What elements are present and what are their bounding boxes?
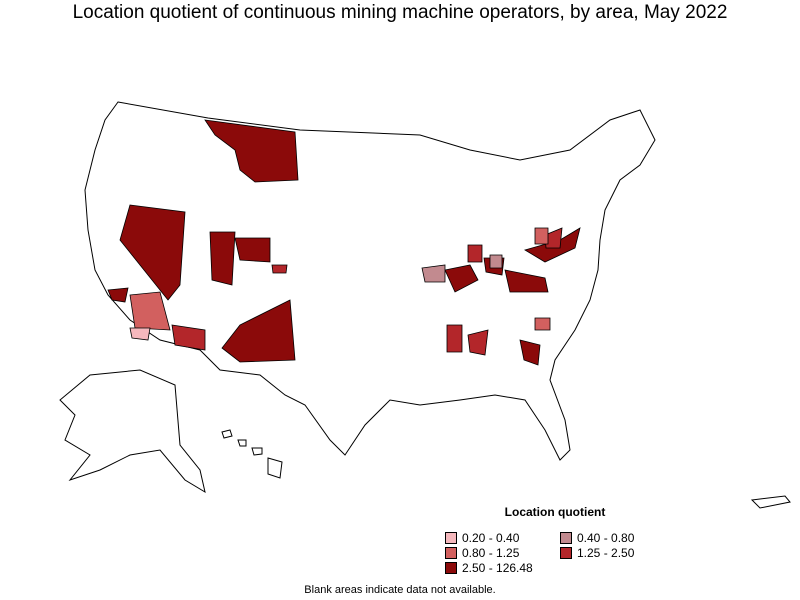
- area-illinois-kentucky: [444, 264, 479, 293]
- area-arizona-south: [171, 324, 206, 351]
- area-alabama: [467, 329, 489, 356]
- area-nevada: [119, 204, 186, 301]
- alaska-outline: [59, 369, 206, 494]
- legend-swatch: [560, 547, 572, 559]
- legend-label: 0.20 - 0.40: [462, 531, 520, 545]
- area-ohio-east: [534, 227, 549, 245]
- map-title: Location quotient of continuous mining m…: [72, 2, 728, 23]
- area-kentucky-north: [489, 254, 503, 269]
- legend-label: 1.25 - 2.50: [577, 546, 635, 560]
- areas-0-40-to-0-80: [421, 254, 503, 283]
- area-arizona-west: [129, 291, 171, 331]
- area-colorado-south: [271, 264, 288, 274]
- area-north-carolina: [534, 317, 551, 331]
- area-mississippi: [446, 324, 463, 353]
- area-missouri-east: [421, 264, 446, 283]
- legend-item-2-50-126-48: 2.50 - 126.48: [445, 561, 533, 575]
- area-utah-east: [209, 231, 236, 286]
- legend-label: 2.50 - 126.48: [462, 561, 533, 575]
- legend-swatch: [560, 532, 572, 544]
- area-montana: [204, 119, 299, 183]
- legend-swatch: [445, 532, 457, 544]
- legend-label: 0.40 - 0.80: [577, 531, 635, 545]
- area-new-mexico: [221, 299, 296, 363]
- areas-0-80-to-1-25: [129, 227, 551, 331]
- areas-0-20-to-0-40: [129, 327, 151, 341]
- legend-item-1-25-2-50: 1.25 - 2.50: [560, 546, 634, 560]
- footnote: Blank areas indicate data not available.: [304, 584, 496, 596]
- legend-swatch: [445, 562, 457, 574]
- areas-2-50-to-126-48: [107, 119, 581, 366]
- legend-item-0-80-1-25: 0.80 - 1.25: [445, 546, 519, 560]
- area-colorado-west: [234, 237, 271, 263]
- legend-swatch: [445, 547, 457, 559]
- area-southern-california: [107, 287, 129, 303]
- area-arizona-southwest: [129, 327, 151, 341]
- legend-label: 0.80 - 1.25: [462, 546, 520, 560]
- legend-item-0-40-0-80: 0.40 - 0.80: [560, 531, 634, 545]
- area-georgia-south: [519, 339, 541, 366]
- puerto-rico-outline: [750, 495, 791, 509]
- hawaii-islands: [221, 429, 283, 479]
- area-indiana-west: [467, 244, 483, 263]
- legend-title: Location quotient: [504, 505, 606, 519]
- legend-item-0-20-0-40: 0.20 - 0.40: [445, 531, 519, 545]
- area-kentucky-east: [504, 269, 549, 293]
